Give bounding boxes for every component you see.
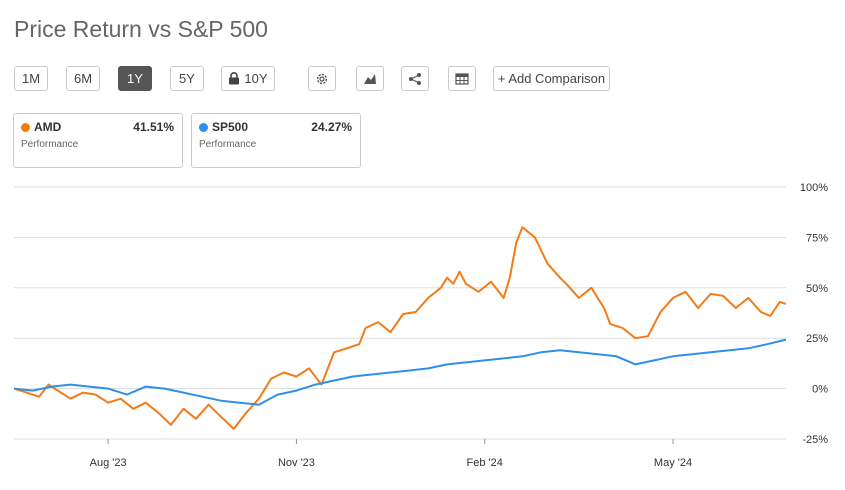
- price-return-chart[interactable]: 100% 75% 50% 25% 0% -25% Aug '23 Nov '23 Feb '24…: [0, 175, 845, 490]
- share-button[interactable]: [401, 66, 429, 91]
- x-tick-label: Nov '23: [278, 457, 315, 469]
- range-6m-button[interactable]: 6M: [66, 66, 100, 91]
- legend-symbol: SP500: [212, 120, 249, 134]
- mountain-chart-icon: [364, 73, 376, 84]
- series-line-amd: [13, 226, 787, 430]
- legend-card-sp500[interactable]: SP500 24.27% Performance: [191, 113, 361, 168]
- y-tick-label: 50%: [806, 283, 828, 295]
- range-5y-button[interactable]: 5Y: [170, 66, 204, 91]
- y-tick-label: 100%: [800, 182, 828, 194]
- range-10y-label: 10Y: [244, 71, 268, 86]
- page-title: Price Return vs S&P 500: [14, 16, 268, 42]
- gear-icon: [316, 73, 328, 84]
- legend-symbol: AMD: [34, 120, 62, 134]
- legend-card-amd[interactable]: AMD 41.51% Performance: [13, 113, 183, 168]
- range-10y-button[interactable]: 10Y: [221, 66, 275, 91]
- chart-type-button[interactable]: [356, 66, 384, 91]
- settings-button[interactable]: [308, 66, 336, 91]
- sp500-dot-icon: [199, 123, 208, 132]
- x-tick-label: Feb '24: [467, 457, 503, 469]
- range-1m-button[interactable]: 1M: [14, 66, 48, 91]
- legend-value: 41.51%: [133, 120, 174, 134]
- legend-value: 24.27%: [311, 120, 352, 134]
- y-tick-label: 75%: [806, 232, 828, 244]
- add-comparison-button[interactable]: + Add Comparison: [493, 66, 610, 91]
- x-tick-label: May '24: [654, 457, 692, 469]
- legend-label: Performance: [21, 139, 79, 150]
- legend-label: Performance: [199, 139, 257, 150]
- x-tick-label: Aug '23: [90, 457, 127, 469]
- table-button[interactable]: [448, 66, 476, 91]
- lock-icon: [229, 72, 240, 85]
- share-icon: [409, 72, 421, 85]
- range-1y-button[interactable]: 1Y: [118, 66, 152, 91]
- table-icon: [455, 72, 469, 85]
- y-tick-label: 25%: [806, 333, 828, 345]
- amd-dot-icon: [21, 123, 30, 132]
- y-tick-label: 0%: [812, 384, 828, 396]
- series-line-sp500: [13, 338, 787, 406]
- y-tick-label: -25%: [802, 434, 828, 446]
